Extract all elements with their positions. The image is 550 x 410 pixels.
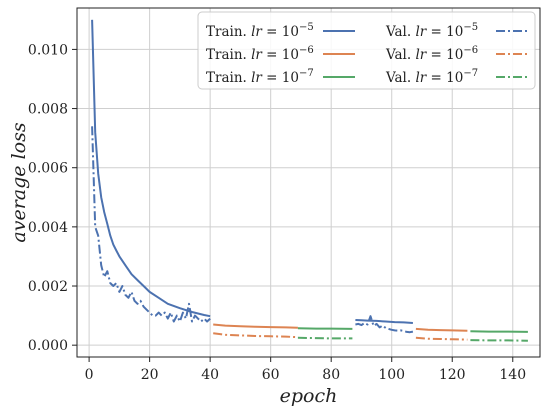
series-line-segment (91, 19, 211, 318)
legend-label: Val. lr = 10−6 (385, 45, 478, 63)
series-val-lrm6 (213, 332, 468, 341)
x-axis-label: epoch (280, 385, 338, 407)
series-line-segment (297, 336, 353, 340)
x-tick-label: 100 (378, 367, 405, 383)
series-train-lrm7 (297, 327, 528, 333)
series-line-segment (213, 332, 298, 339)
plot-frame (76, 7, 541, 358)
x-tick-label: 80 (322, 367, 340, 383)
legend-item: Val. lr = 10−5 (385, 22, 528, 40)
series-line-segment (355, 319, 413, 324)
legend-label: Train. lr = 10−7 (206, 68, 314, 86)
y-tick-label: 0.010 (28, 42, 68, 58)
series-line-segment (91, 126, 211, 323)
series-train-lrm5 (91, 19, 413, 324)
legend-label: Train. lr = 10−6 (206, 45, 314, 63)
series-line-segment (213, 323, 298, 329)
series-val-lrm5 (91, 126, 414, 334)
y-tick-label: 0.008 (28, 102, 68, 118)
legend-item: Val. lr = 10−7 (385, 68, 528, 86)
legend-item: Val. lr = 10−6 (385, 45, 528, 63)
series-train-lrm6 (213, 323, 468, 332)
series-line-segment (297, 327, 353, 330)
ticks: 0 20 40 60 80 100 120 140 0.000 0.002 0.004 0.006 0.… (28, 42, 526, 383)
legend-label: Val. lr = 10−7 (385, 68, 478, 86)
series-line-segment (415, 336, 468, 341)
series-line-segment (355, 315, 414, 334)
series-line-segment (470, 339, 528, 342)
legend-label: Train. lr = 10−5 (206, 22, 314, 40)
y-tick-label: 0.006 (28, 161, 68, 177)
legend: Train. lr = 10−5 Train. lr = 10−6 Train. l… (197, 11, 536, 90)
legend-label: Val. lr = 10−5 (385, 22, 478, 40)
series-line-segment (470, 330, 528, 333)
legend-box (197, 11, 536, 90)
series-val-lrm7 (297, 336, 528, 342)
x-tick-label: 0 (85, 367, 94, 383)
x-tick-label: 120 (439, 367, 466, 383)
y-tick-label: 0.002 (28, 279, 68, 295)
x-tick-label: 60 (262, 367, 280, 383)
x-tick-label: 140 (499, 367, 526, 383)
series-line-segment (415, 327, 468, 332)
series-layer (91, 19, 528, 342)
y-tick-label: 0.000 (28, 338, 68, 354)
y-axis-label: average loss (8, 122, 30, 242)
legend-item: Train. lr = 10−5 (206, 22, 355, 40)
legend-item: Train. lr = 10−6 (206, 45, 355, 63)
x-tick-label: 40 (201, 367, 219, 383)
x-tick-label: 20 (141, 367, 159, 383)
legend-item: Train. lr = 10−7 (206, 68, 355, 86)
y-tick-label: 0.004 (28, 220, 68, 236)
